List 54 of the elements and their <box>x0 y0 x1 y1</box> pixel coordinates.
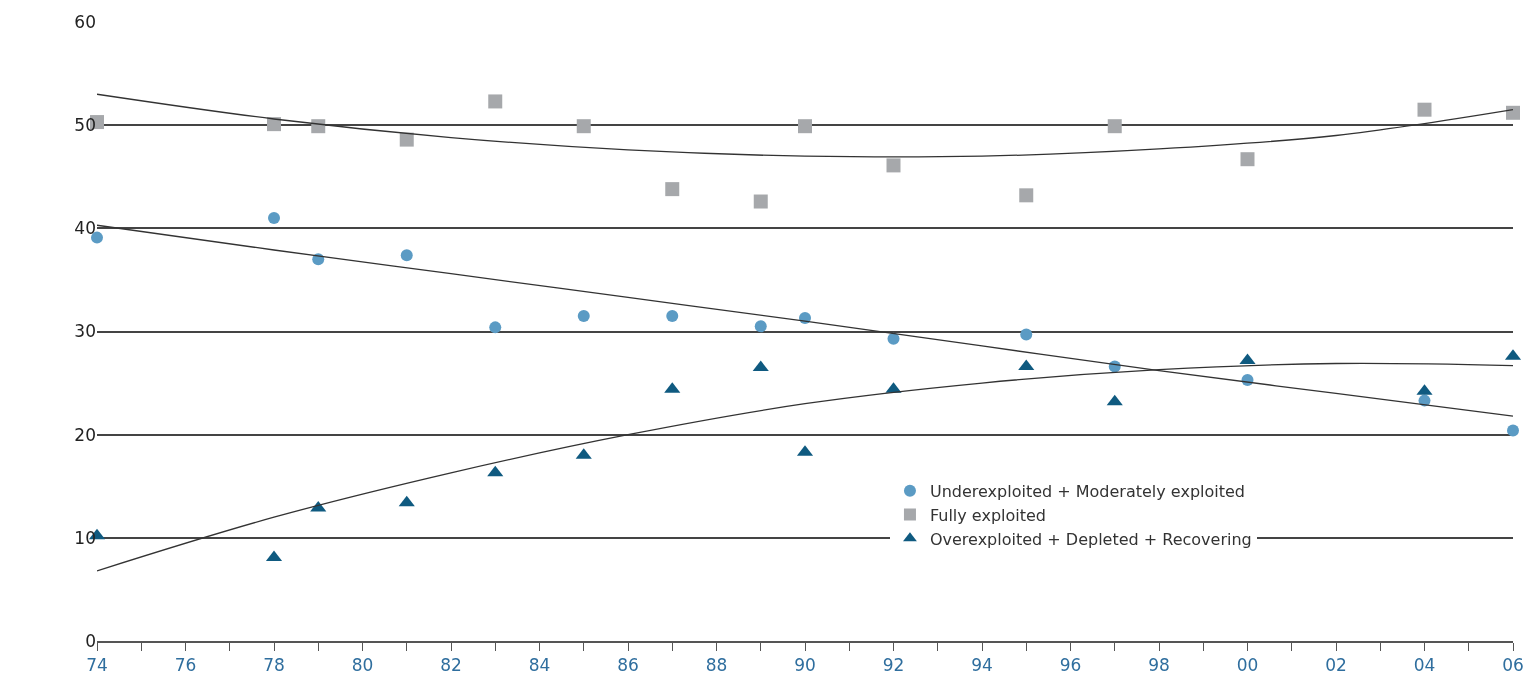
x-tick-label: 84 <box>528 655 551 676</box>
x-tick-label: 00 <box>1236 655 1259 676</box>
point <box>752 360 769 372</box>
y-tick-label: 40 <box>74 218 96 239</box>
x-tick-label: 78 <box>263 655 285 676</box>
point <box>399 132 414 147</box>
y-tick-label: 20 <box>74 424 96 445</box>
x-tick-label: 76 <box>174 655 197 676</box>
point <box>489 321 502 334</box>
x-tick-label: 92 <box>882 655 905 676</box>
x-tick-label: 90 <box>794 655 816 676</box>
x-tick-label: 06 <box>1502 655 1524 676</box>
point <box>1506 105 1520 120</box>
point <box>1240 152 1255 167</box>
point <box>576 119 591 134</box>
point <box>1107 119 1122 134</box>
point <box>753 194 768 209</box>
x-tick-label: 80 <box>351 655 374 676</box>
point <box>487 465 504 477</box>
y-tick-label: 30 <box>74 321 96 342</box>
point <box>268 212 280 225</box>
x-tick-label: 96 <box>1059 655 1082 676</box>
legend-label: Overexploited + Depleted + Recovering <box>929 529 1252 549</box>
point <box>886 158 901 173</box>
x-tick-label: 98 <box>1148 655 1170 676</box>
y-tick-label: 50 <box>74 115 96 136</box>
x-tick-label: 02 <box>1325 655 1347 676</box>
point <box>267 117 281 132</box>
point <box>577 310 590 323</box>
point <box>1019 188 1034 203</box>
legend-label: Fully exploited <box>929 505 1047 525</box>
legend-label: Underexploited + Moderately exploited <box>929 482 1245 502</box>
x-tick-label: 82 <box>440 655 462 676</box>
x-tick-label: 74 <box>86 655 108 676</box>
y-tick-label: 60 <box>74 11 96 32</box>
x-tick-label: 86 <box>617 655 639 676</box>
point <box>665 182 680 197</box>
y-tick-label: 0 <box>85 630 96 651</box>
point <box>754 320 767 333</box>
x-tick-label: 94 <box>971 655 993 676</box>
point <box>311 119 326 134</box>
point <box>1417 102 1432 117</box>
point <box>1018 359 1035 371</box>
point <box>666 310 679 323</box>
point <box>1020 328 1033 341</box>
y-tick-label: 10 <box>74 527 96 548</box>
point <box>798 119 812 134</box>
point <box>1507 424 1519 437</box>
point <box>1106 394 1123 406</box>
x-tick-label: 88 <box>705 655 728 676</box>
point <box>488 94 503 109</box>
point <box>398 495 415 507</box>
x-tick-label: 04 <box>1413 655 1436 676</box>
point <box>400 249 413 262</box>
